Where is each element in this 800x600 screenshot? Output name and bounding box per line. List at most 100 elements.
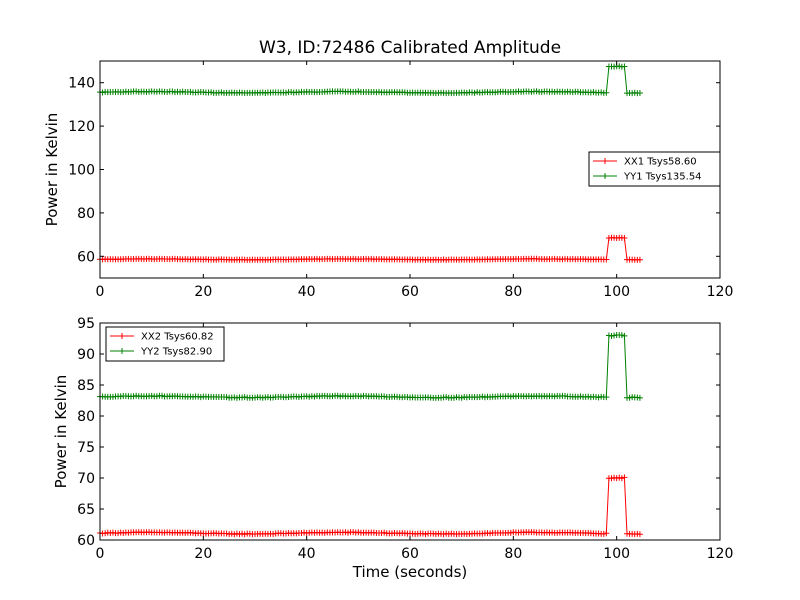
- data-point-marker: [577, 393, 584, 400]
- data-point-marker: [616, 474, 623, 481]
- data-point-marker: [148, 392, 155, 399]
- data-point-marker: [603, 530, 610, 537]
- data-point-marker: [283, 89, 289, 96]
- x-axis-label: Time (seconds): [352, 563, 468, 581]
- y-tick-label: 90: [77, 347, 95, 363]
- y-tick-label: 80: [77, 206, 95, 222]
- x-tick-label: 20: [194, 546, 212, 562]
- data-point-marker: [169, 88, 176, 95]
- y-axis-label: Power in Kelvin: [43, 113, 61, 227]
- data-point-marker: [187, 88, 194, 95]
- data-point-marker: [381, 393, 388, 400]
- data-point-marker: [600, 530, 607, 537]
- data-point-marker: [603, 394, 610, 401]
- data-point-marker: [636, 394, 643, 401]
- data-point-marker: [223, 394, 230, 401]
- series-xx1: [97, 234, 643, 263]
- data-point-marker: [233, 394, 240, 401]
- data-point-marker: [218, 89, 225, 96]
- x-tick-label: 80: [504, 546, 522, 562]
- data-point-marker: [479, 393, 486, 400]
- data-point-marker: [611, 332, 618, 339]
- y-tick-label: 60: [77, 249, 95, 265]
- data-point-marker: [608, 475, 615, 482]
- x-tick-label: 40: [298, 546, 316, 562]
- data-point-marker: [270, 531, 277, 538]
- series-yy1: [97, 63, 643, 97]
- legend-box: [588, 151, 721, 187]
- data-point-marker: [197, 394, 204, 401]
- x-tick-label: 40: [298, 284, 316, 300]
- y-tick-label: 85: [77, 378, 95, 394]
- legend-marker: [119, 348, 125, 354]
- legend-entry-label: YY1 Tsys135.54: [623, 172, 702, 183]
- y-tick-label: 70: [77, 471, 95, 487]
- x-tick-label: 60: [401, 284, 419, 300]
- data-point-marker: [334, 392, 341, 399]
- data-point-marker: [241, 531, 248, 538]
- data-point-marker: [239, 530, 246, 537]
- data-point-marker: [120, 530, 127, 537]
- series-xx2: [97, 474, 643, 538]
- data-point-marker: [295, 393, 302, 400]
- data-point-marker: [471, 89, 478, 96]
- data-point-marker: [621, 63, 628, 70]
- x-tick-label: 0: [96, 546, 105, 562]
- data-point-marker: [574, 393, 581, 400]
- data-point-marker: [636, 531, 643, 538]
- data-point-marker: [311, 393, 318, 400]
- data-point-marker: [443, 394, 450, 401]
- x-tick-label: 100: [603, 546, 630, 562]
- legend-box: [105, 326, 225, 362]
- data-point-marker: [345, 529, 351, 536]
- chart-panel-1: 0 20 40 60 80 100 120 60 80 100 120 140 Power in Kel…: [43, 60, 734, 300]
- data-point-marker: [99, 89, 106, 96]
- data-point-marker: [621, 235, 628, 242]
- data-point-marker: [507, 529, 514, 536]
- x-tick-label: 120: [707, 546, 734, 562]
- data-point-marker: [603, 256, 610, 263]
- chart-panel-2: 0 20 40 60 80 100 120 60 65 70 75 80 85 90 95 Power in …: [52, 316, 733, 581]
- legend-entry-label: XX2 Tsys60.82: [141, 332, 214, 343]
- data-point-marker: [419, 530, 426, 537]
- data-point-marker: [262, 90, 269, 97]
- y-tick-label: 95: [77, 316, 95, 332]
- data-point-marker: [381, 529, 388, 536]
- data-point-marker: [636, 256, 643, 263]
- chart-panels: 0 20 40 60 80 100 120 60 80 100 120 140 Power in Kel…: [43, 60, 734, 581]
- data-point-marker: [590, 89, 597, 96]
- data-point-marker: [355, 88, 362, 95]
- data-point-marker: [231, 531, 238, 538]
- legend: XX1 Tsys58.60 YY1 Tsys135.54: [588, 151, 721, 187]
- data-point-marker: [306, 393, 313, 400]
- data-point-marker: [621, 474, 628, 481]
- data-point-marker: [109, 529, 116, 536]
- data-point-marker: [621, 332, 628, 339]
- data-point-marker: [301, 529, 308, 536]
- y-tick-label: 60: [77, 533, 95, 549]
- legend-marker: [602, 173, 608, 179]
- data-point-marker: [223, 530, 230, 537]
- data-point-marker: [422, 531, 429, 538]
- data-point-marker: [616, 63, 623, 70]
- y-tick-label: 65: [77, 502, 95, 518]
- data-point-marker: [603, 89, 610, 96]
- x-tick-label: 60: [401, 546, 419, 562]
- x-tick-label: 120: [707, 284, 734, 300]
- data-point-marker: [507, 393, 514, 400]
- y-tick-label: 75: [77, 440, 95, 456]
- data-point-marker: [264, 394, 271, 401]
- legend: XX2 Tsys60.82 YY2 Tsys82.90: [105, 326, 225, 362]
- data-point-marker: [458, 394, 465, 401]
- legend-entry-label: XX1 Tsys58.60: [624, 157, 697, 168]
- x-tick-label: 0: [96, 284, 105, 300]
- x-tick-label: 80: [504, 284, 522, 300]
- y-tick-label: 120: [68, 119, 95, 135]
- legend-entry-label: YY2 Tsys82.90: [140, 347, 212, 358]
- data-point-marker: [159, 392, 165, 399]
- y-tick-label: 100: [68, 163, 95, 179]
- data-point-marker: [342, 529, 349, 536]
- x-tick-label: 100: [603, 284, 630, 300]
